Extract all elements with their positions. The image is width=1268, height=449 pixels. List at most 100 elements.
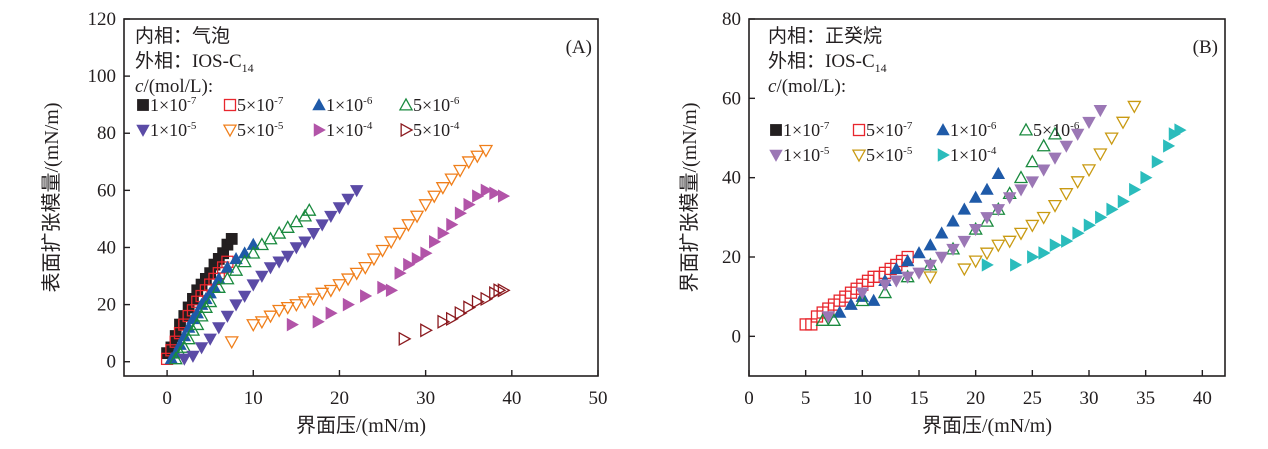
- series-6: [286, 183, 511, 332]
- data-point: [446, 311, 459, 327]
- legend-label: 1×10-5: [783, 145, 830, 165]
- x-tick-label: 25: [1023, 388, 1042, 409]
- legend-label: 1×10-7: [783, 120, 830, 140]
- outer-phase-label: 外相：IOS-C14: [768, 50, 887, 75]
- y-tick-label: 20: [722, 247, 741, 268]
- y-tick-label: 0: [107, 352, 117, 373]
- x-tick-label: 40: [1193, 388, 1212, 409]
- data-point: [220, 271, 235, 285]
- data-point: [470, 150, 485, 164]
- data-point: [968, 255, 983, 269]
- legend-item: 5×10-6: [398, 95, 460, 115]
- y-tick-label: 40: [722, 168, 741, 189]
- legend-label-exponent: -5: [187, 120, 197, 132]
- data-point: [957, 263, 972, 277]
- legend-item: 5×10-7: [852, 120, 913, 140]
- data-point: [1059, 140, 1074, 153]
- data-point: [957, 202, 972, 215]
- data-point: [409, 210, 425, 224]
- series-3: [168, 202, 317, 365]
- legend-label-base: 1×10: [783, 145, 820, 165]
- x-tick-label: 20: [966, 388, 985, 409]
- y-tick-label: 60: [97, 180, 116, 201]
- x-tick-label: 10: [853, 388, 872, 409]
- legend-label-base: 5×10: [866, 120, 903, 140]
- legend-item: 1×10-7: [770, 120, 830, 140]
- legend-marker: [769, 149, 783, 162]
- data-point: [957, 235, 972, 249]
- data-point: [286, 317, 299, 332]
- data-point: [177, 340, 192, 353]
- data-point: [349, 267, 364, 281]
- data-point: [1038, 246, 1051, 260]
- legend-marker: [313, 123, 326, 137]
- legend-marker: [137, 99, 149, 111]
- data-point: [281, 250, 295, 263]
- legend-label: 5×10-4: [413, 120, 460, 140]
- data-point: [1104, 132, 1119, 146]
- data-point: [289, 242, 304, 255]
- data-point: [1025, 219, 1040, 233]
- legend-label-base: 5×10: [237, 120, 274, 140]
- data-point: [900, 254, 915, 267]
- legend-item: 1×10-4: [313, 120, 373, 140]
- x-tick-label: 0: [162, 388, 172, 409]
- data-point: [1093, 104, 1108, 118]
- data-point: [444, 173, 459, 187]
- panel-label: (B): [1193, 37, 1218, 58]
- panel-label: (A): [566, 37, 592, 58]
- data-point: [237, 246, 252, 259]
- data-point: [375, 244, 390, 258]
- legend-label: 1×10-4: [950, 145, 997, 165]
- legend-marker: [222, 124, 238, 138]
- data-point: [212, 272, 226, 285]
- legend-label: 1×10-5: [150, 120, 197, 140]
- data-point: [349, 185, 364, 198]
- legend-item: 1×10-5: [136, 120, 197, 140]
- data-point: [324, 210, 338, 223]
- legend-marker: [312, 98, 326, 111]
- legend-marker: [770, 124, 782, 136]
- legend-marker: [1018, 122, 1034, 136]
- data-point: [493, 283, 507, 298]
- data-point: [461, 156, 476, 170]
- data-point: [454, 206, 467, 220]
- legend-label-exponent: -6: [450, 95, 460, 107]
- data-point: [934, 251, 949, 264]
- data-point: [1036, 164, 1051, 177]
- outer-phase-label: 外相：IOS-C14: [135, 50, 254, 75]
- data-point: [480, 291, 494, 307]
- data-point: [315, 219, 329, 232]
- concentration-unit: /(mol/L):: [143, 76, 213, 97]
- data-point: [1049, 238, 1062, 252]
- data-point: [212, 322, 226, 335]
- y-axis-label: 表面扩张模量/(mN/m): [40, 103, 63, 293]
- outer-phase-text: 外相：IOS-C: [768, 50, 875, 72]
- data-point: [427, 190, 442, 204]
- x-tick-label: 30: [1080, 388, 1099, 409]
- data-point: [272, 256, 286, 269]
- plot-frame: [748, 18, 1226, 377]
- data-point: [341, 193, 355, 206]
- legend-label-base: 1×10: [326, 120, 363, 140]
- data-point: [302, 202, 317, 216]
- y-axis-label: 界面扩张模量/(mN/m): [678, 103, 701, 293]
- data-point: [263, 262, 278, 275]
- data-point: [1010, 258, 1023, 272]
- x-tick-label: 35: [1136, 388, 1155, 409]
- data-point: [181, 331, 196, 345]
- data-point: [1027, 250, 1040, 264]
- data-point: [878, 279, 892, 292]
- legend-label-exponent: -4: [363, 120, 373, 132]
- data-point: [358, 261, 373, 275]
- legend-label: 5×10-7: [237, 95, 284, 115]
- data-point: [1070, 128, 1085, 141]
- data-point: [463, 300, 477, 315]
- legend-label-exponent: -4: [450, 120, 460, 132]
- data-point: [420, 323, 434, 338]
- data-point: [1082, 116, 1096, 130]
- data-point: [228, 262, 244, 276]
- data-point: [437, 226, 450, 240]
- data-point: [203, 333, 217, 346]
